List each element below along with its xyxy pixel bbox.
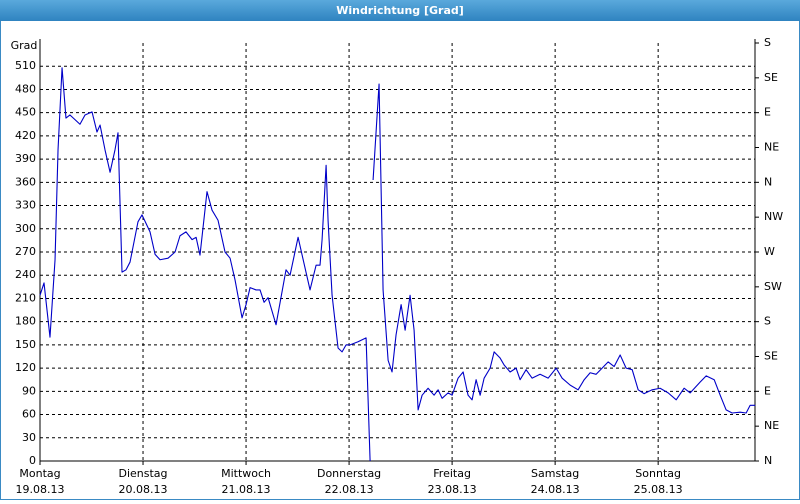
chart-title: Windrichtung [Grad] — [336, 4, 464, 17]
y2-tick-label: SE — [764, 350, 778, 363]
y2-tick-label: E — [764, 106, 771, 119]
y2-tick-label: SE — [764, 71, 778, 84]
x-tick-label: Sonntag — [635, 467, 681, 480]
y2-tick-label: S — [764, 315, 771, 328]
y2-tick-label: N — [764, 454, 772, 467]
y2-tick-label: NW — [764, 210, 783, 223]
x-tick-label: Freitag — [433, 467, 471, 480]
y-tick-label: 510 — [15, 59, 36, 72]
y-axis-label: Grad — [11, 39, 38, 52]
y2-tick-label: NE — [764, 419, 779, 432]
y-tick-label: 330 — [15, 199, 36, 212]
x-tick-date: 19.08.13 — [16, 483, 65, 496]
y-tick-label: 0 — [29, 454, 36, 467]
y2-tick-label: NE — [764, 141, 779, 154]
y-tick-label: 120 — [15, 361, 36, 374]
y-tick-label: 90 — [22, 384, 36, 397]
title-bar — [0, 0, 800, 21]
y2-tick-label: SW — [764, 280, 782, 293]
y-tick-label: 420 — [15, 129, 36, 142]
y-tick-label: 210 — [15, 291, 36, 304]
y-tick-label: 270 — [15, 245, 36, 258]
y2-tick-label: S — [764, 36, 771, 49]
data-line — [39, 67, 756, 462]
x-tick-label: Montag — [19, 467, 60, 480]
x-tick-date: 21.08.13 — [222, 483, 271, 496]
y-tick-label: 60 — [22, 408, 36, 421]
x-tick-label: Samstag — [531, 467, 579, 480]
y-tick-label: 150 — [15, 338, 36, 351]
y-tick-label: 390 — [15, 152, 36, 165]
x-tick-date: 25.08.13 — [634, 483, 683, 496]
x-tick-date: 23.08.13 — [428, 483, 477, 496]
x-tick-label: Dienstag — [119, 467, 168, 480]
y-tick-label: 180 — [15, 315, 36, 328]
y2-tick-label: E — [764, 384, 771, 397]
y-tick-label: 30 — [22, 431, 36, 444]
y2-tick-label: N — [764, 175, 772, 188]
x-tick-label: Donnerstag — [317, 467, 381, 480]
y-tick-label: 300 — [15, 222, 36, 235]
x-tick-date: 22.08.13 — [325, 483, 374, 496]
x-tick-label: Mittwoch — [221, 467, 271, 480]
y2-tick-label: W — [764, 245, 775, 258]
y-tick-label: 360 — [15, 175, 36, 188]
x-tick-date: 20.08.13 — [119, 483, 168, 496]
y-tick-label: 480 — [15, 82, 36, 95]
x-tick-date: 24.08.13 — [531, 483, 580, 496]
y-tick-label: 450 — [15, 106, 36, 119]
y-tick-label: 240 — [15, 268, 36, 281]
